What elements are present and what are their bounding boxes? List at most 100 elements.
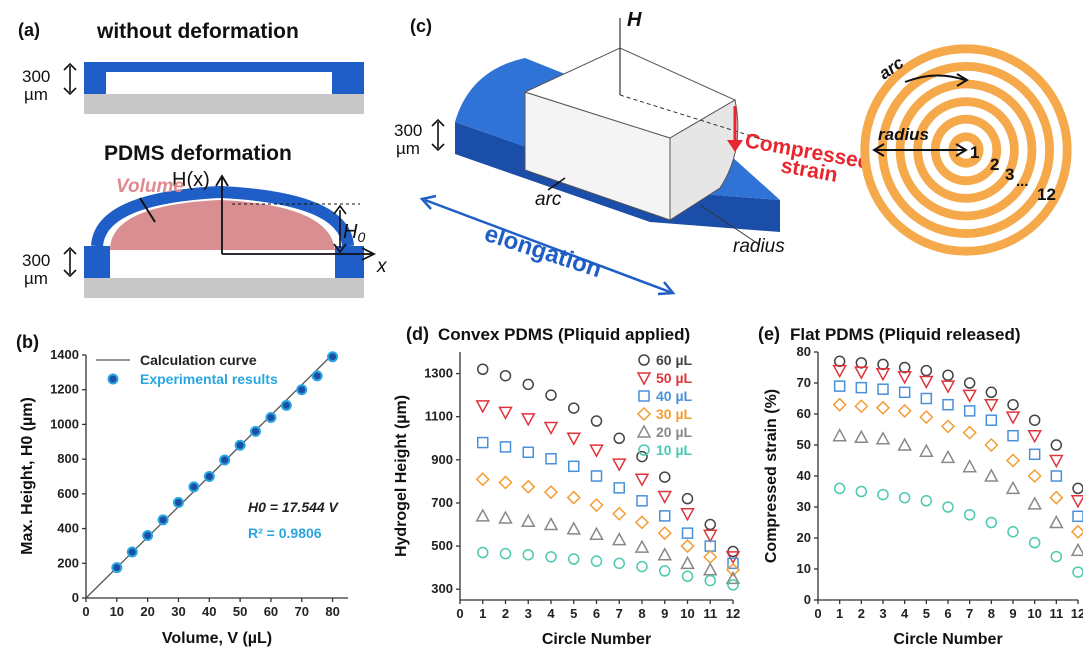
data-point (833, 380, 846, 392)
panel-c: (c) H Compressed strain arc radius elong… (394, 9, 1072, 296)
data-point (1007, 429, 1019, 442)
y-tick-label: 1200 (50, 382, 79, 397)
data-point (520, 413, 536, 427)
experimental-point (327, 351, 339, 363)
volume-label: Volume (116, 176, 184, 197)
data-point (877, 383, 889, 395)
x-tick-label: 6 (944, 606, 951, 621)
volume-pointer (139, 197, 156, 223)
y-tick-label: 20 (797, 530, 811, 545)
data-point (963, 509, 976, 521)
data-point (942, 369, 954, 381)
data-point (855, 357, 868, 369)
y-tick-label: 600 (57, 486, 79, 501)
thickness-unit-c: µm (396, 139, 420, 158)
data-point (1005, 480, 1021, 495)
ring-arc-arrow (904, 74, 966, 83)
data-point (919, 410, 934, 425)
data-point (898, 386, 911, 399)
y-tick-label: 1400 (50, 347, 79, 362)
deformed-pdms (91, 185, 354, 247)
h0-label: H0 (343, 221, 365, 245)
x-tick-label: 7 (966, 606, 973, 621)
chart-d: 0 1 2 3 4 5 6 7 8 9 10 11 1230050070090011001300Conv… (393, 325, 741, 648)
y-axis-label: Max. Height, H0 (µm) (19, 397, 36, 555)
legend-marker (636, 372, 652, 386)
data-point (522, 378, 534, 391)
data-point (1049, 490, 1064, 505)
data-point (897, 437, 912, 451)
data-point (475, 508, 491, 522)
data-point (854, 366, 869, 380)
ring-dots: ... (1016, 173, 1029, 190)
legend-line-label: Calculation curve (140, 352, 257, 368)
data-point (499, 369, 512, 382)
data-point (984, 398, 999, 413)
legend-point-label: Experimental results (140, 371, 278, 387)
y-tick-label: 1300 (424, 366, 453, 381)
thickness-arrow (63, 62, 77, 96)
data-point (568, 553, 580, 565)
elongation-head-right (657, 281, 676, 296)
experimental-point (142, 530, 154, 542)
H-label: H (627, 9, 642, 31)
data-point (1072, 510, 1083, 523)
data-point (985, 516, 998, 529)
x-tick-label: 4 (901, 606, 909, 621)
panel-d-tag: (d) (406, 324, 429, 344)
data-point (942, 398, 954, 411)
data-point (634, 539, 650, 553)
x-axis-label: Volume, V (µL) (162, 630, 272, 647)
r2-label: R² = 0.9806 (248, 525, 322, 541)
data-point (568, 402, 580, 414)
panel-e-tag: (e) (758, 324, 780, 344)
h-axis-arrowhead (215, 174, 229, 187)
data-point (520, 513, 536, 528)
experimental-point (172, 497, 184, 509)
data-point (611, 458, 627, 472)
data-point (477, 436, 489, 449)
data-point (498, 475, 513, 490)
substrate-2 (84, 278, 364, 298)
data-point (589, 526, 604, 540)
data-point (590, 555, 603, 567)
data-point (543, 516, 559, 531)
data-point (681, 570, 694, 583)
data-point (681, 492, 694, 505)
y-tick-label: 1100 (425, 409, 453, 424)
data-point (1007, 526, 1019, 538)
data-point (1028, 414, 1041, 426)
data-point (920, 392, 933, 405)
data-point (898, 361, 911, 374)
data-point (1049, 514, 1064, 529)
elongation-head-left (419, 194, 437, 210)
y-tick-label: 1000 (50, 416, 79, 431)
thickness-arrow-2 (63, 246, 77, 278)
x-tick-label: 20 (140, 604, 154, 619)
data-point (984, 437, 999, 453)
data-point (962, 425, 977, 440)
data-point (985, 414, 998, 426)
data-point (1027, 429, 1042, 444)
data-point (613, 482, 625, 494)
data-point (522, 446, 534, 459)
panel-a-tag: (a) (18, 20, 40, 40)
x-tick-label: 9 (661, 606, 668, 621)
data-point (702, 562, 718, 576)
data-point (877, 358, 889, 371)
x-tick-label: 7 (616, 606, 623, 621)
data-point (727, 557, 739, 570)
data-point (962, 389, 977, 403)
data-point (1007, 398, 1019, 411)
thickness-num-c: 300 (394, 121, 422, 140)
data-point (875, 431, 891, 445)
x-tick-label: 1 (836, 606, 843, 621)
pdms-left-wall (84, 246, 110, 278)
arc-pointer (547, 177, 566, 191)
elongation-arrow (424, 198, 671, 294)
experimental-point (311, 370, 323, 382)
data-point (727, 579, 739, 591)
data-point (725, 570, 741, 585)
ring-n3: 3 (1005, 165, 1014, 184)
